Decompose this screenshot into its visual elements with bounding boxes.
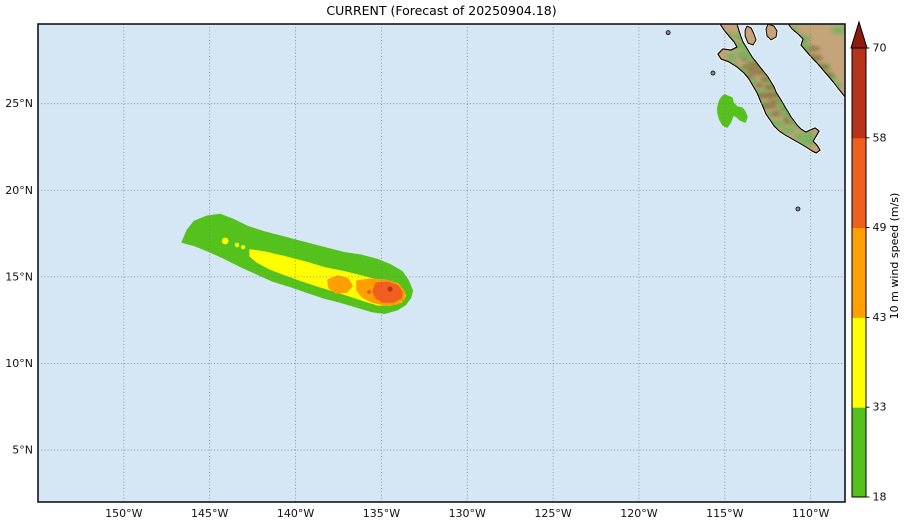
colorbar-segment-18-33 xyxy=(852,407,866,498)
colorbar-segment-33-43 xyxy=(852,317,866,408)
y-tick-label: 20°N xyxy=(5,184,33,197)
colorbar-arrow xyxy=(850,20,868,49)
wind-spot-33-43 xyxy=(234,242,240,248)
colorbar-tick-label: 43 xyxy=(873,311,887,324)
y-tick-label: 25°N xyxy=(5,97,33,110)
x-tick-label: 115°W xyxy=(706,507,743,520)
island-west-islet xyxy=(710,70,716,76)
graticule xyxy=(38,24,845,502)
x-tick-label: 135°W xyxy=(363,507,400,520)
isla-angel-de-la-guarda xyxy=(744,25,757,46)
y-tick-label: 5°N xyxy=(12,444,33,457)
x-tick-label: 140°W xyxy=(277,507,314,520)
x-tick-label: 120°W xyxy=(620,507,657,520)
map-frame xyxy=(37,23,846,503)
island-guadalupe xyxy=(665,30,671,36)
y-tick-label: 10°N xyxy=(5,357,33,370)
x-tick-label: 110°W xyxy=(792,507,829,520)
x-tick-label: 125°W xyxy=(534,507,571,520)
baja-california-peninsula-terrain xyxy=(720,32,817,147)
colorbar-tick-label: 49 xyxy=(873,221,887,234)
colorbar-segment-43-49 xyxy=(852,227,866,318)
colorbar-segment-58-70 xyxy=(852,48,866,139)
colorbar-tick-label: 18 xyxy=(873,491,887,504)
colorbar-tick-label: 33 xyxy=(873,401,887,414)
colorbar-tick-label: 70 xyxy=(873,42,887,55)
colorbar-label: 10 m wind speed (m/s) xyxy=(888,192,901,320)
wind-spot-49-58 xyxy=(366,289,372,295)
wind-spot-58-70 xyxy=(387,286,393,292)
colorbar-tick-label: 58 xyxy=(873,131,887,144)
x-tick-label: 145°W xyxy=(191,507,228,520)
wind-spot-33-43 xyxy=(221,237,229,245)
x-tick-label: 150°W xyxy=(105,507,142,520)
wind-spot-33-43 xyxy=(240,244,246,250)
wind-swath-18-33 xyxy=(717,94,748,128)
colorbar-segment-49-58 xyxy=(852,137,866,229)
island-socorro xyxy=(795,206,801,212)
wind-swath-43-49 xyxy=(327,275,353,294)
figure-title: CURRENT (Forecast of 20250904.18) xyxy=(326,3,557,18)
x-tick-label: 130°W xyxy=(449,507,486,520)
wind-swath-49-58 xyxy=(372,281,403,303)
y-tick-label: 15°N xyxy=(5,270,33,283)
isla-tiburon xyxy=(765,23,778,41)
